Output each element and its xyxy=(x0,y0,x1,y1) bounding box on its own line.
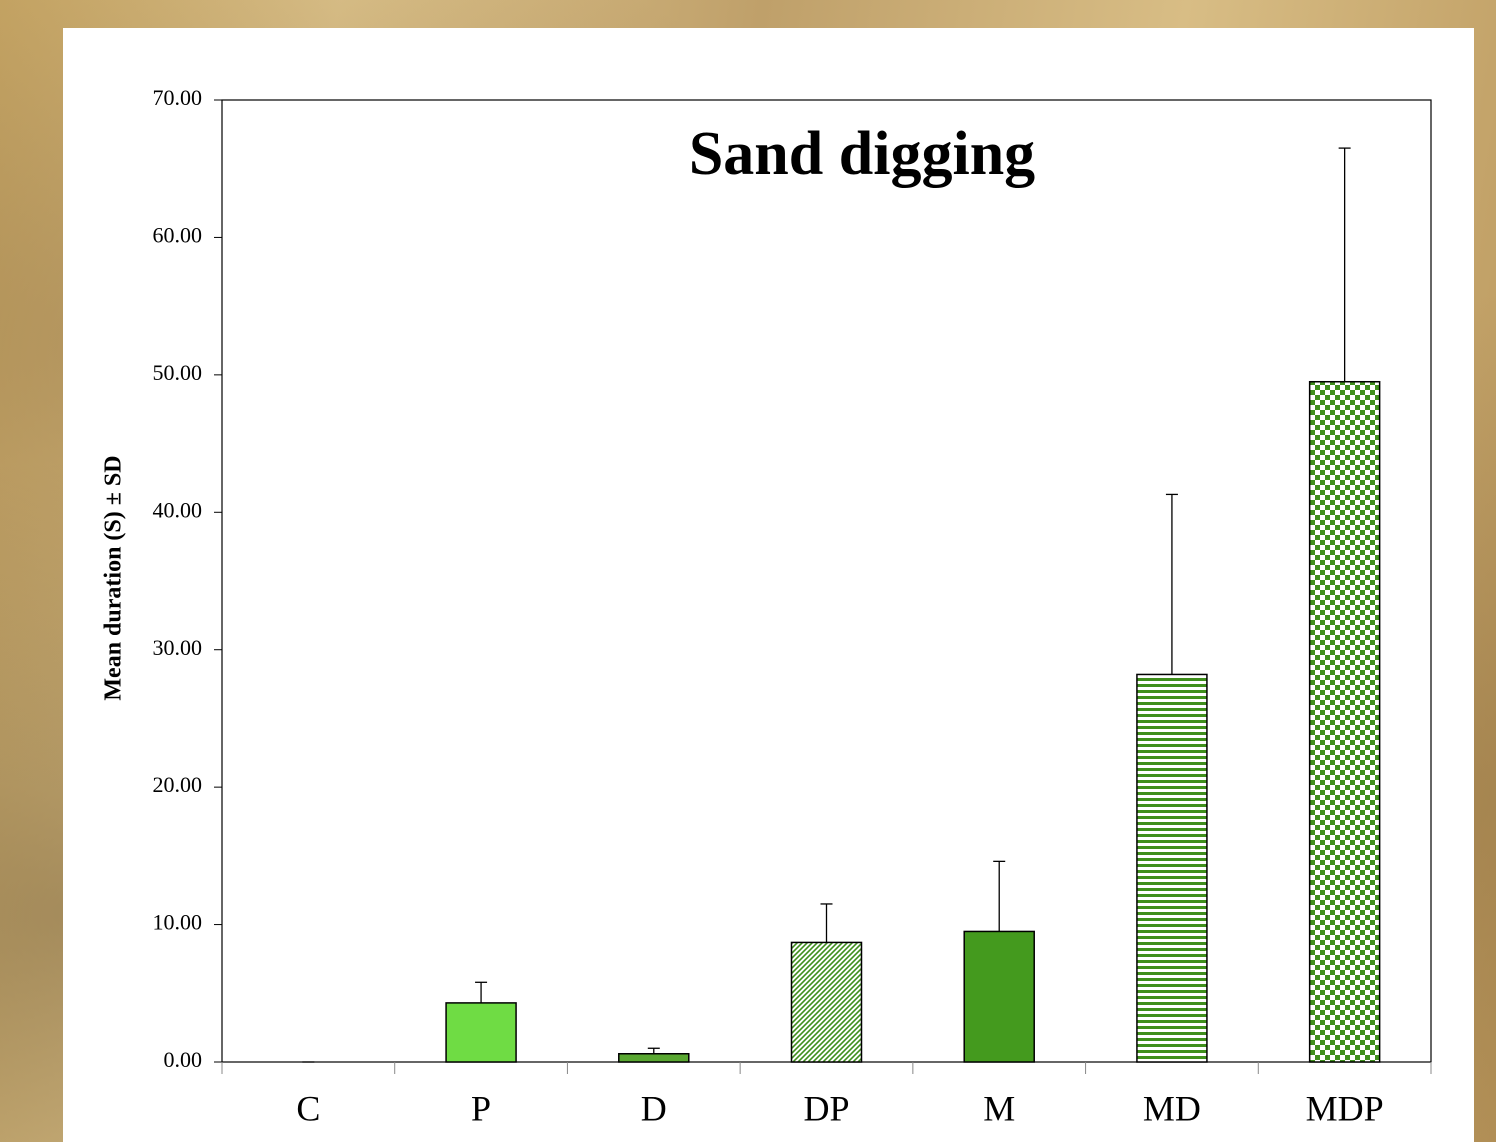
y-tick-label: 20.00 xyxy=(153,772,203,797)
bar xyxy=(1308,380,1381,1063)
y-tick-label: 0.00 xyxy=(164,1047,203,1072)
x-tick-label: M xyxy=(983,1088,1015,1128)
chart-panel xyxy=(63,28,1474,1142)
x-tick-label: P xyxy=(471,1088,491,1128)
y-tick-label: 70.00 xyxy=(153,85,203,110)
x-tick-label: DP xyxy=(803,1088,849,1128)
bar xyxy=(790,941,863,1063)
y-tick-label: 40.00 xyxy=(153,497,203,522)
x-tick-label: C xyxy=(296,1088,320,1128)
bar xyxy=(1136,673,1208,1063)
y-axis-label: Mean duration (S) ± SD xyxy=(101,455,127,700)
x-tick-label: MD xyxy=(1143,1088,1201,1128)
x-tick-label: MDP xyxy=(1306,1088,1384,1128)
bar xyxy=(445,1002,517,1063)
y-tick-label: 60.00 xyxy=(153,222,203,247)
x-tick-label: D xyxy=(641,1088,667,1128)
y-tick-label: 50.00 xyxy=(153,360,203,385)
y-tick-label: 10.00 xyxy=(153,910,203,935)
bar xyxy=(618,1053,690,1063)
chart-title: Sand digging xyxy=(689,120,1035,188)
bar xyxy=(963,930,1035,1063)
y-tick-label: 30.00 xyxy=(153,635,203,660)
